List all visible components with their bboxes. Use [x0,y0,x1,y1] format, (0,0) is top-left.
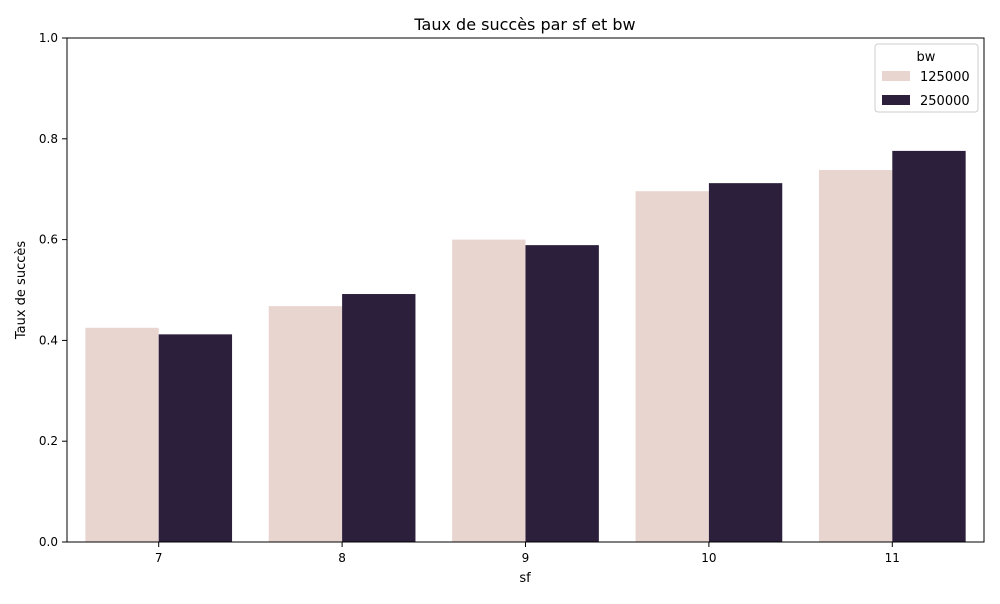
y-tick-label-0.0: 0.0 [39,535,58,549]
chart-title: Taux de succès par sf et bw [413,15,635,34]
plot-frame [66,37,985,543]
bar-250000-8 [342,294,416,542]
x-tick-label-9: 9 [522,551,530,565]
bar-125000-8 [268,306,343,542]
bar-250000-10 [708,183,783,542]
bar-125000-7 [85,327,159,542]
legend-label-125000: 125000 [920,70,970,85]
legend-swatch-125000 [882,71,910,81]
bar-125000-9 [452,239,526,542]
legend: bw 125000 250000 [874,43,979,113]
bar-125000-11 [818,170,893,543]
x-tick-label-11: 11 [885,551,900,565]
x-tick-label-7: 7 [155,551,163,565]
legend-title: bw [917,50,936,65]
legend-swatch-250000 [882,95,910,105]
bar-125000-10 [635,191,709,542]
x-axis-label: sf [519,571,531,586]
bars-layer [85,150,966,543]
bar-250000-7 [158,334,233,542]
y-tick-label-0.4: 0.4 [39,333,58,347]
x-tick-label-8: 8 [338,551,346,565]
y-tick-label-1.0: 1.0 [39,31,58,45]
x-tick-label-10: 10 [701,551,716,565]
y-axis-label: Taux de succès [14,241,29,341]
ticks-layer: 7 8 9 10 11 0.0 0.2 0.4 0.6 0.8 1.0 [39,31,900,565]
y-tick-label-0.6: 0.6 [39,233,58,247]
y-tick-label-0.8: 0.8 [39,132,58,146]
legend-entries: 125000 250000 [882,70,970,109]
bar-250000-9 [525,245,599,542]
bar-250000-11 [892,150,966,542]
y-tick-label-0.2: 0.2 [39,434,58,448]
legend-label-250000: 250000 [920,94,970,109]
